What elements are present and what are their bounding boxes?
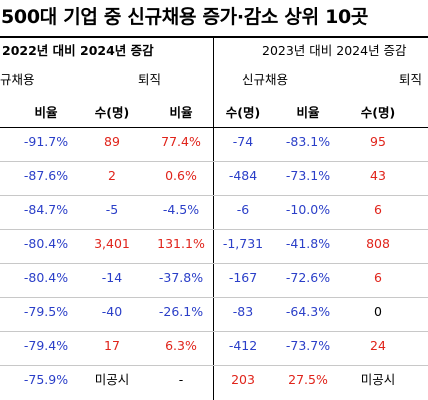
table-cell: 89 (104, 134, 120, 149)
row-divider (0, 161, 428, 162)
row-divider (0, 365, 428, 366)
table-cell: -73.1% (285, 168, 331, 183)
header-bottom-border (0, 127, 428, 128)
table-cell: -5 (105, 202, 119, 217)
col-count-3-header: 수(명) (360, 105, 396, 120)
table-cell: -26.1% (158, 304, 204, 319)
table-cell: -91.7% (23, 134, 69, 149)
col-count-2-header: 수(명) (225, 105, 261, 120)
table-cell: 203 (231, 372, 255, 387)
table-cell: 6.3% (165, 338, 197, 353)
row-divider (0, 195, 428, 196)
table-cell: 24 (370, 338, 386, 353)
table-cell: -167 (228, 270, 258, 285)
table-cell: -412 (228, 338, 258, 353)
table-cell: 808 (366, 236, 390, 251)
page-title-text: 500대 기업 중 신규채용 증가·감소 상위 10곳 (1, 6, 369, 28)
table-cell: 6 (374, 202, 382, 217)
table-cell: -41.8% (285, 236, 331, 251)
table-top-border (0, 36, 428, 38)
table-cell: 95 (370, 134, 386, 149)
table-cell: -37.8% (158, 270, 204, 285)
table-cell: -484 (228, 168, 258, 183)
table-cell: -80.4% (23, 270, 69, 285)
table-cell: -79.4% (23, 338, 69, 353)
row-divider (0, 263, 428, 264)
col-ratio-2-header: 비율 (169, 105, 193, 120)
table-cell: 0.6% (165, 168, 197, 183)
row-divider (0, 229, 428, 230)
table-cell: -73.7% (285, 338, 331, 353)
col-count-1-header: 수(명) (94, 105, 130, 120)
left-resign-header: 퇴직 (138, 72, 162, 87)
table-cell: 77.4% (161, 134, 201, 149)
table-cell: -74 (232, 134, 254, 149)
table-cell: -64.3% (285, 304, 331, 319)
table-cell: 3,401 (94, 236, 130, 251)
table-cell: -75.9% (23, 372, 69, 387)
table-cell: 0 (374, 304, 382, 319)
table-cell: 17 (104, 338, 120, 353)
left-group-header: 2022년 대비 2024년 증감 (2, 43, 154, 58)
right-group-header: 2023년 대비 2024년 증감 (262, 43, 407, 58)
table-cell: 2 (108, 168, 116, 183)
table-cell: 131.1% (157, 236, 205, 251)
table-cell: -79.5% (23, 304, 69, 319)
col-ratio-3-header: 비율 (296, 105, 320, 120)
row-divider (0, 297, 428, 298)
table-cell: 미공시 (94, 372, 130, 387)
table-cell: -1,731 (222, 236, 264, 251)
table-cell: 43 (370, 168, 386, 183)
row-divider (0, 331, 428, 332)
left-new-hire-header: 규채용 (0, 72, 35, 87)
table-cell: -40 (101, 304, 123, 319)
table-cell: -4.5% (162, 202, 200, 217)
table-cell: -10.0% (285, 202, 331, 217)
table-cell: -6 (236, 202, 250, 217)
table-cell: -83.1% (285, 134, 331, 149)
table-cell: - (178, 372, 184, 387)
col-ratio-1-header: 비율 (34, 105, 58, 120)
group-divider (213, 37, 214, 400)
table-cell: -80.4% (23, 236, 69, 251)
table-cell: 미공시 (360, 372, 396, 387)
table-cell: -87.6% (23, 168, 69, 183)
table-cell: -83 (232, 304, 254, 319)
table-cell: -84.7% (23, 202, 69, 217)
right-new-hire-header: 신규채용 (242, 72, 289, 87)
table-cell: -72.6% (285, 270, 331, 285)
table-cell: -14 (101, 270, 123, 285)
right-resign-header: 퇴직 (399, 72, 423, 87)
table-cell: 27.5% (288, 372, 328, 387)
table-cell: 6 (374, 270, 382, 285)
page-title: 500대 기업 중 신규채용 증가·감소 상위 10곳 (0, 0, 428, 34)
